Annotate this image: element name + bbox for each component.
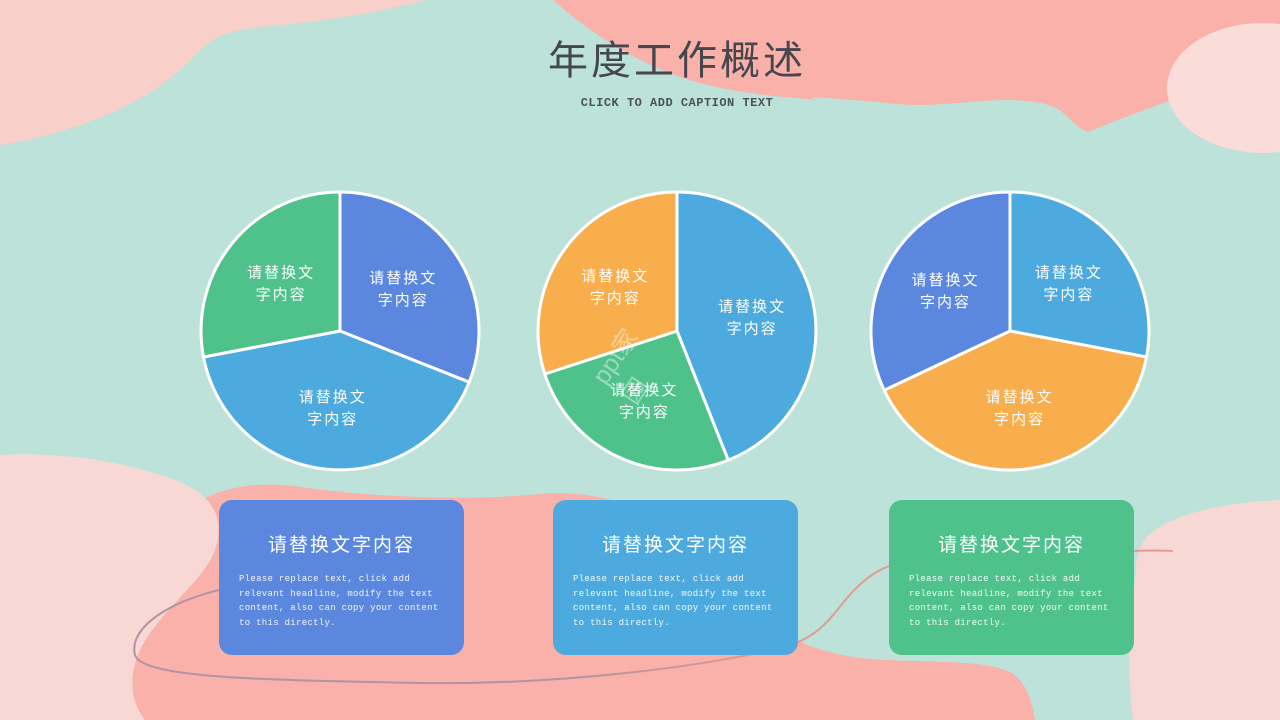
pie-segment-label: 请替换文字内容 [911, 272, 979, 311]
pie-segment-label: 请替换文字内容 [718, 299, 786, 338]
slide-title: 年度工作概述 [548, 38, 806, 83]
pie-segment-label: 请替换文字内容 [986, 389, 1054, 428]
card-title: 请替换文字内容 [267, 535, 415, 556]
pie-2-segment-1 [675, 190, 818, 462]
text-card-1: 请替换文字内容 Please replace text, click add r… [219, 500, 464, 655]
card-title: 请替换文字内容 [937, 535, 1085, 556]
pie-1-segment-2 [202, 329, 471, 472]
card-body: Please replace text, click add relevant … [573, 574, 773, 628]
pie-segment-label: 请替换文字内容 [581, 268, 649, 307]
card-body: Please replace text, click add relevant … [909, 574, 1109, 628]
pale-pink-bottomright-blob [1129, 500, 1280, 720]
pie-segment-label: 请替换文字内容 [369, 270, 437, 309]
salmon-top-blob [553, 0, 1280, 132]
card-title: 请替换文字内容 [601, 535, 749, 556]
pie-segment-label: 请替换文字内容 [610, 382, 678, 421]
card-body: Please replace text, click add relevant … [239, 574, 439, 628]
pale-pink-bottomleft-blob [0, 454, 219, 720]
pie-chart-3: 请替换文字内容 请替换文字内容 请替换文字内容 [865, 186, 1155, 476]
pie-segment-label: 请替换文字内容 [247, 264, 315, 303]
pale-pink-topleft-blob [0, 0, 425, 145]
slide-header: 年度工作概述 CLICK TO ADD CAPTION TEXT [377, 28, 977, 110]
pie-segment-label: 请替换文字内容 [1035, 264, 1103, 303]
pie-2-segment-2 [543, 329, 730, 472]
pie-1-segment-3 [199, 190, 342, 359]
text-card-2: 请替换文字内容 Please replace text, click add r… [553, 500, 798, 655]
pie-3-segment-3 [869, 190, 1012, 392]
pie-3-segment-2 [882, 329, 1148, 472]
pie-2-segment-3 [536, 190, 679, 376]
pale-pink-circle-blob [1167, 23, 1280, 153]
pie-1-segment-1 [338, 190, 481, 384]
pie-chart-2: 请替换文字内容 请替换文字内容 请替换文字内容 [532, 186, 822, 476]
pie-3-segment-1 [1008, 190, 1151, 359]
pie-chart-1: 请替换文字内容 请替换文字内容 请替换文字内容 [195, 186, 485, 476]
slide-subtitle: CLICK TO ADD CAPTION TEXT [580, 96, 774, 110]
text-card-3: 请替换文字内容 Please replace text, click add r… [889, 500, 1134, 655]
pie-segment-label: 请替换文字内容 [299, 389, 367, 428]
